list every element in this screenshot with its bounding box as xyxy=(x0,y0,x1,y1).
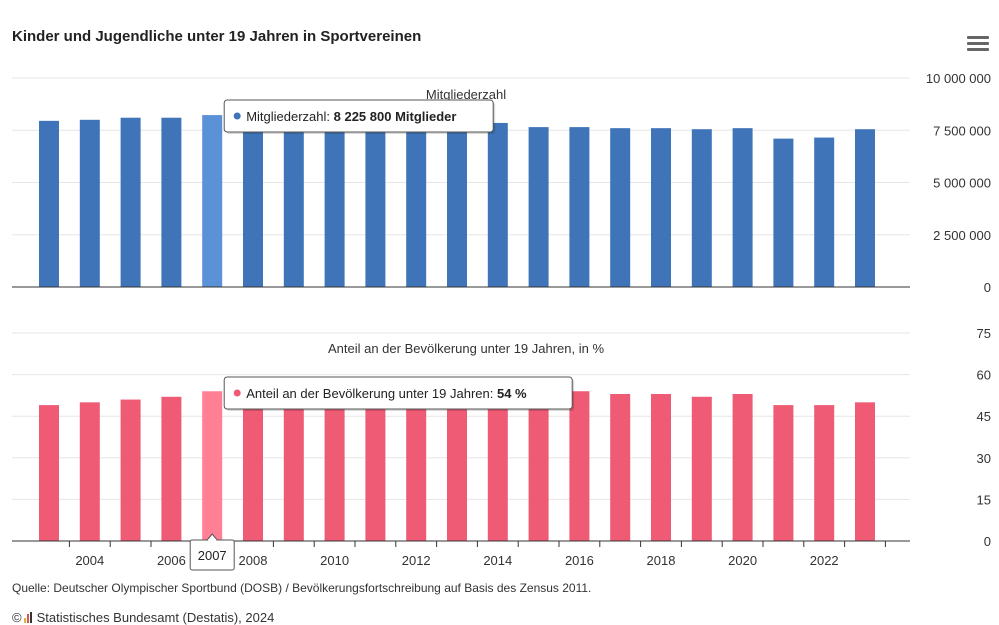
share-bar-2013[interactable] xyxy=(447,391,467,541)
share-bar-2012[interactable] xyxy=(406,391,427,541)
share-bar-2016[interactable] xyxy=(569,391,590,541)
members-bar-2005[interactable] xyxy=(120,117,141,288)
share-bar-2009[interactable] xyxy=(283,391,304,541)
share-bar-2017[interactable] xyxy=(610,394,631,541)
share-bar-2014[interactable] xyxy=(487,391,508,541)
members-bar-2019[interactable] xyxy=(691,129,712,287)
x-tick-label: 2010 xyxy=(320,553,349,568)
members-bar-2011[interactable] xyxy=(365,119,386,287)
members-bar-2010[interactable] xyxy=(324,118,345,287)
members-bar-2022[interactable] xyxy=(814,137,835,287)
share-bar-2008[interactable] xyxy=(243,391,263,541)
y-tick-label: 30 xyxy=(977,451,991,466)
x-tick-label: 2016 xyxy=(565,553,594,568)
x-tick-label: 2020 xyxy=(728,553,757,568)
hamburger-menu-icon[interactable] xyxy=(967,36,989,54)
share-bar-2023[interactable] xyxy=(855,402,875,541)
tooltip-text: Anteil an der Bevölkerung unter 19 Jahre… xyxy=(246,386,527,401)
share-bar-2010[interactable] xyxy=(324,391,345,541)
tooltip-text: Mitgliederzahl: 8 225 800 Mitglieder xyxy=(246,109,456,124)
tooltip-marker xyxy=(233,112,241,120)
members-bar-2021[interactable] xyxy=(773,138,794,287)
members-bar-2008[interactable] xyxy=(243,117,263,288)
share-bar-2007[interactable] xyxy=(202,391,223,541)
tooltip-label: Mitgliederzahl: xyxy=(246,109,333,124)
tooltip-value: 8 225 800 Mitglieder xyxy=(334,109,457,124)
tooltip-value: 54 % xyxy=(497,386,527,401)
share-bar-2020[interactable] xyxy=(732,394,753,541)
share-bar-2018[interactable] xyxy=(651,394,671,541)
members-bar-2015[interactable] xyxy=(528,127,549,288)
share-bar-2015[interactable] xyxy=(528,394,549,541)
members-bar-2012[interactable] xyxy=(406,119,427,287)
share-bar-2006[interactable] xyxy=(161,396,182,541)
credit-text: Statistisches Bundesamt (Destatis), 2024 xyxy=(36,610,275,625)
members-bar-2016[interactable] xyxy=(569,127,590,288)
members-bar-2007[interactable] xyxy=(202,115,223,287)
members-bar-2023[interactable] xyxy=(855,129,875,287)
tooltip-marker xyxy=(233,389,241,397)
share-bar-2005[interactable] xyxy=(120,399,141,541)
members-bar-2006[interactable] xyxy=(161,117,182,288)
y-tick-label: 7 500 000 xyxy=(933,123,991,138)
y-tick-label: 45 xyxy=(977,409,991,424)
share-bar-2021[interactable] xyxy=(773,405,794,541)
x-tick-label: 2004 xyxy=(75,553,104,568)
x-highlight-gap xyxy=(208,539,217,541)
x-tick-label: 2008 xyxy=(239,553,268,568)
panel-title: Mitgliederzahl xyxy=(426,87,506,102)
members-bar-2004[interactable] xyxy=(79,119,100,287)
y-tick-label: 0 xyxy=(984,280,991,295)
y-tick-label: 75 xyxy=(977,326,991,341)
members-bar-2003[interactable] xyxy=(39,120,59,287)
credit-line: © Statistisches Bundesamt (Destatis), 20… xyxy=(12,610,274,625)
members-bar-2020[interactable] xyxy=(732,128,753,287)
source-note: Quelle: Deutscher Olympischer Sportbund … xyxy=(12,581,592,595)
destatis-logo-icon xyxy=(23,612,33,623)
y-tick-label: 5 000 000 xyxy=(933,176,991,191)
x-tick-label: 2012 xyxy=(402,553,431,568)
tooltip-label: Anteil an der Bevölkerung unter 19 Jahre… xyxy=(246,386,497,401)
x-tick-label: 2006 xyxy=(157,553,186,568)
x-highlight-pointer xyxy=(206,533,218,541)
x-tick-label: 2018 xyxy=(647,553,676,568)
chart-title: Kinder und Jugendliche unter 19 Jahren i… xyxy=(12,28,422,45)
members-bar-2018[interactable] xyxy=(651,128,671,287)
members-bar-2017[interactable] xyxy=(610,128,631,287)
x-highlight-label: 2007 xyxy=(198,548,227,563)
share-bar-2004[interactable] xyxy=(79,402,100,541)
tooltip-box xyxy=(223,99,494,133)
y-tick-label: 10 000 000 xyxy=(926,71,991,86)
panel-title: Anteil an der Bevölkerung unter 19 Jahre… xyxy=(328,341,605,356)
members-bar-2013[interactable] xyxy=(447,120,467,287)
share-bar-2022[interactable] xyxy=(814,405,835,541)
y-tick-label: 15 xyxy=(977,492,991,507)
members-bar-2014[interactable] xyxy=(487,122,508,287)
y-tick-label: 2 500 000 xyxy=(933,228,991,243)
tooltip-box xyxy=(223,376,573,410)
chart-canvas: 0 2 500 000 5 000 000 7 500 000 10 000 000 Mi… xyxy=(12,71,991,571)
copyright-symbol: © xyxy=(12,610,22,625)
share-bar-2003[interactable] xyxy=(39,405,59,541)
members-bar-2009[interactable] xyxy=(283,118,304,287)
y-tick-label: 0 xyxy=(984,534,991,549)
share-bar-2011[interactable] xyxy=(365,391,386,541)
x-tick-label: 2022 xyxy=(810,553,839,568)
y-tick-label: 60 xyxy=(977,368,991,383)
x-tick-label: 2014 xyxy=(483,553,512,568)
share-bar-2019[interactable] xyxy=(691,396,712,541)
